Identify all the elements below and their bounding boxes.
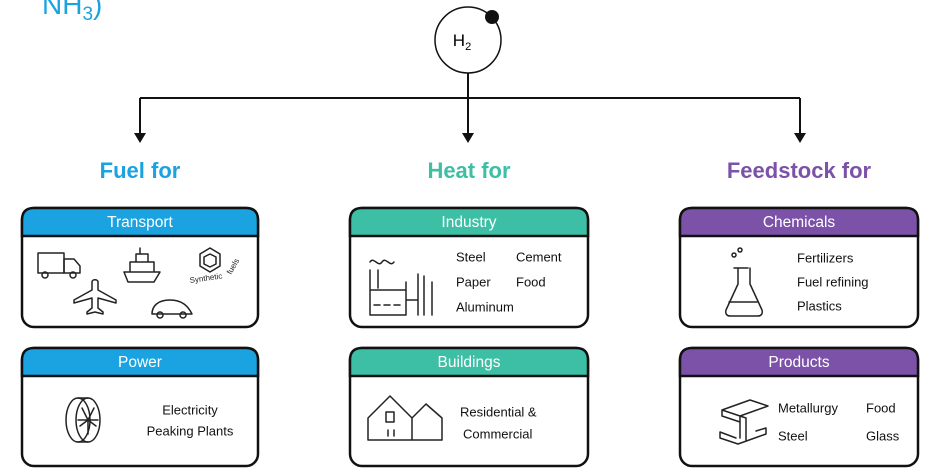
item: Fertilizers [797,250,854,265]
card-header: Power [118,354,162,371]
column-heading: Feedstock for [727,158,872,183]
houses-icon [367,395,443,441]
card-header-bg [348,206,590,238]
flask-icon [725,247,763,317]
card: Power [20,346,260,468]
column: Heat for Industry Buildings [348,158,590,468]
column-heading: Heat for [427,158,511,183]
column: Feedstock for Chemicals Products [678,158,920,468]
item: Food [516,274,546,289]
card: Industry [348,206,590,329]
connectors: H2 [134,6,806,143]
item: Food [866,400,896,415]
card-header: Chemicals [763,214,836,231]
card: Buildings [348,346,590,468]
card-header-bg [348,346,590,378]
card-header: Products [768,354,829,371]
item: Fuel refining [797,274,869,289]
card-header: Industry [441,214,496,231]
column-heading: Fuel for [100,158,181,183]
item: Paper [456,274,491,289]
card: Transport [20,206,260,329]
card: Chemicals [678,206,920,329]
transport-icons [37,247,221,319]
card-header-bg [20,206,260,238]
items: Electricity Peaking Plants Steel Cement … [147,249,900,443]
item: Aluminum [456,299,514,314]
turbine-icon [65,397,101,443]
card-header: Buildings [438,354,501,371]
item: Steel [778,428,808,443]
card-header-bg [678,346,920,378]
beam-icon [719,399,769,445]
item: Glass [866,428,900,443]
item: Cement [516,249,562,264]
item: Metallurgy [778,400,838,415]
card-header-bg [678,206,920,238]
item: Commercial [463,426,532,441]
item: Plastics [797,298,842,313]
top-fragment: NH3) [42,0,102,25]
card-header-bg [20,346,260,378]
item: Peaking Plants [147,423,234,438]
card-header: Transport [107,214,173,231]
center-label: H2 [453,31,471,53]
item: Residential & [460,404,537,419]
column: Fuel for Transport Power [20,158,260,468]
item: Electricity [162,402,218,417]
factory-icon [369,259,433,316]
item: Steel [456,249,486,264]
